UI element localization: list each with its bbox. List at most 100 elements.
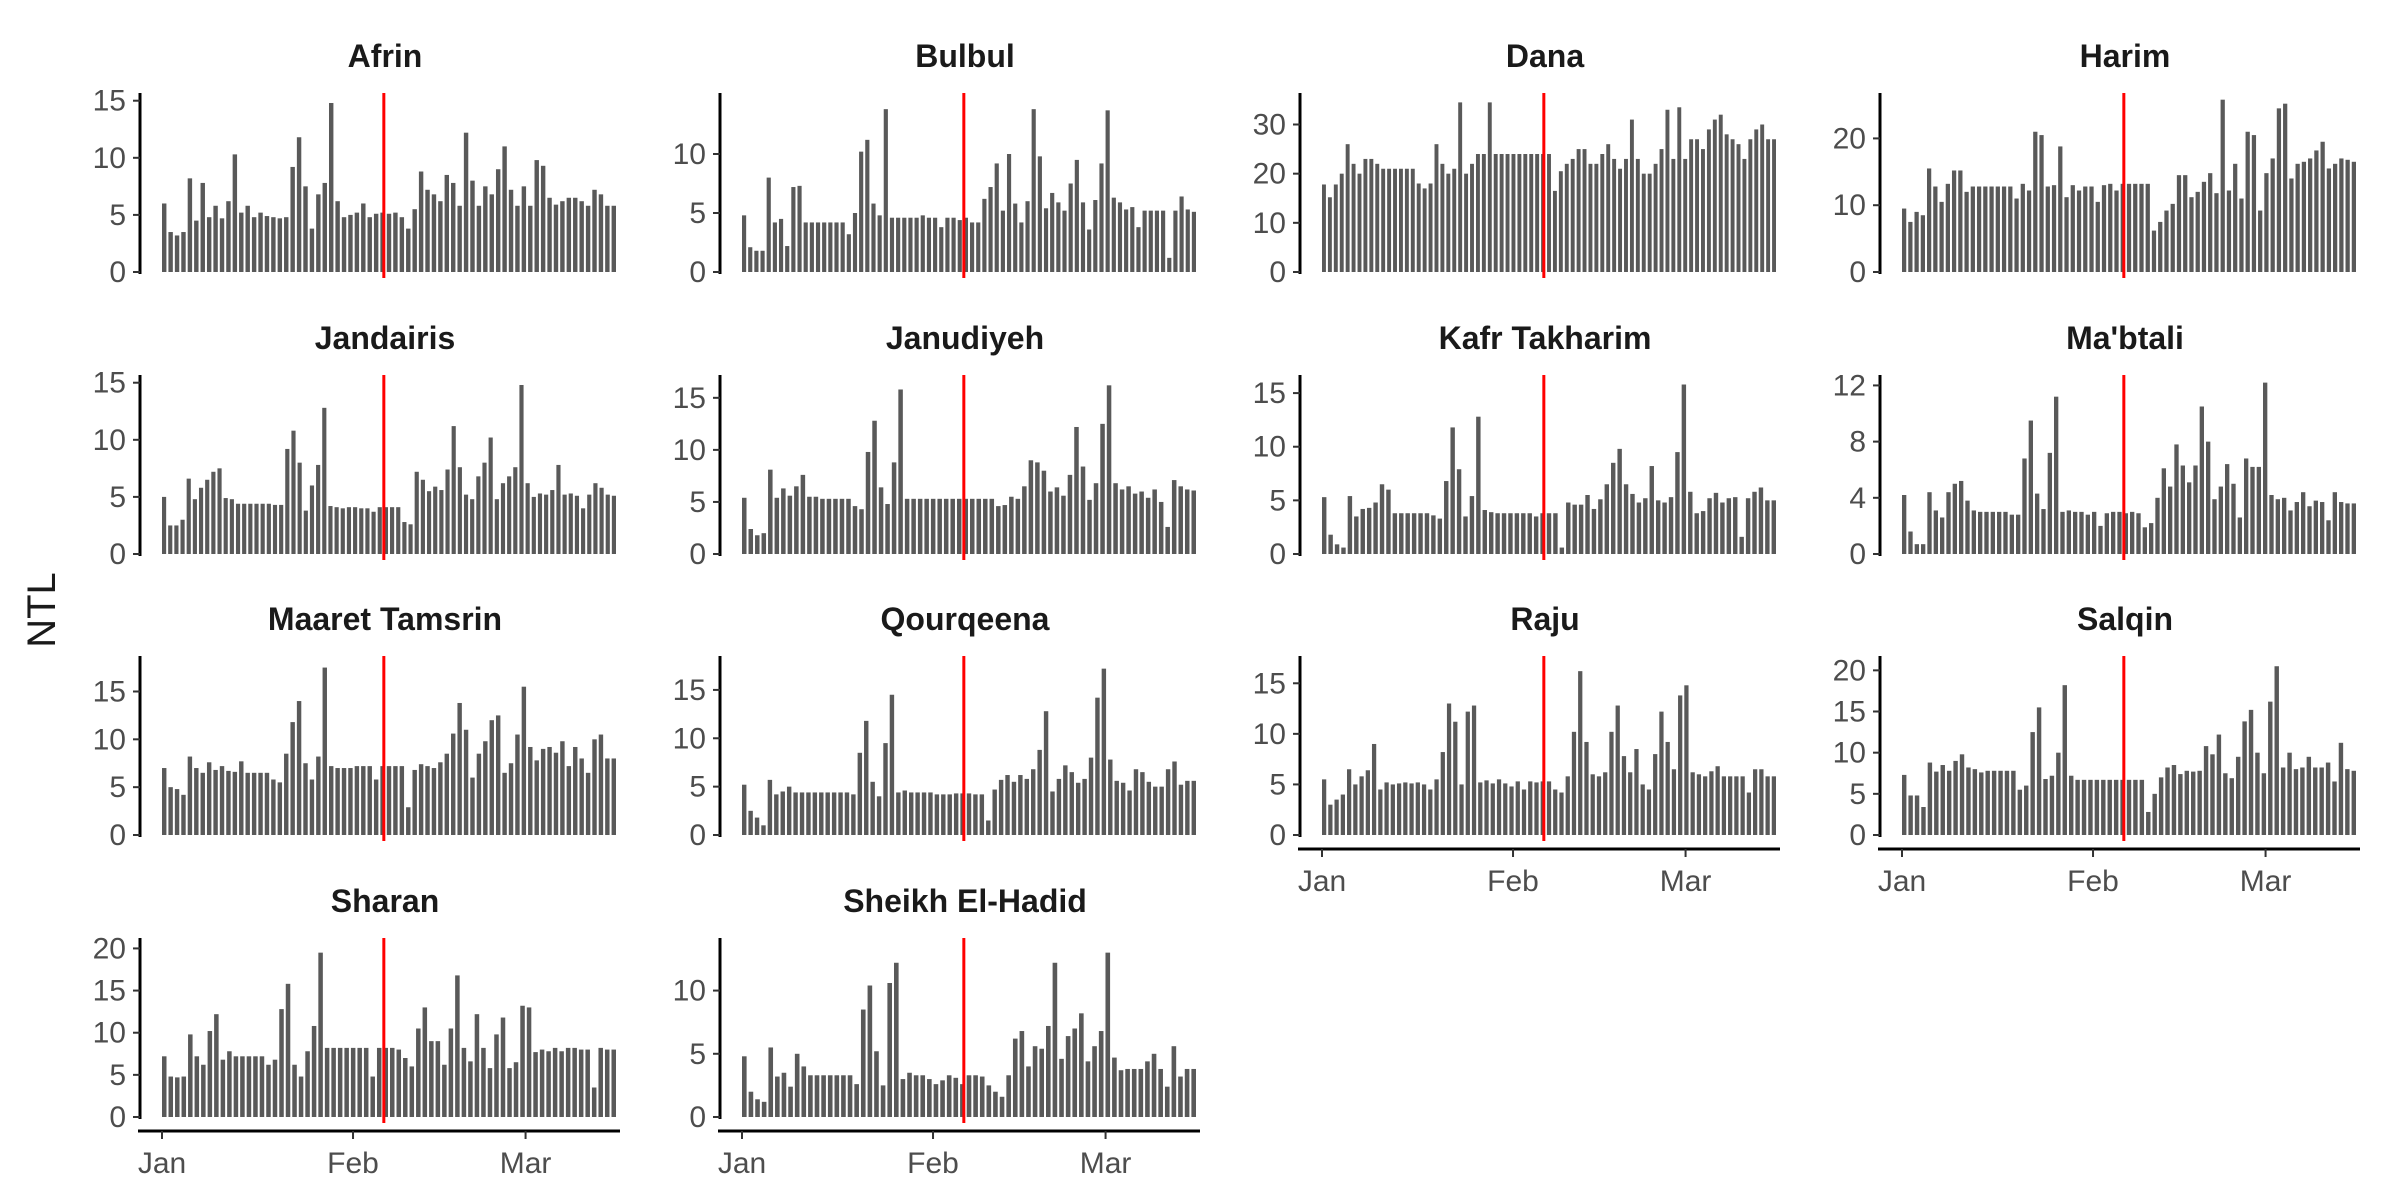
bar: [508, 763, 514, 835]
bar: [2045, 186, 2050, 272]
bar: [233, 1056, 239, 1117]
bar: [1173, 210, 1178, 272]
bar: [284, 217, 289, 272]
bar: [1421, 784, 1427, 835]
bar: [435, 1041, 441, 1117]
bar: [831, 792, 837, 835]
bar: [1647, 173, 1652, 272]
bar: [806, 792, 811, 835]
bar: [870, 781, 875, 835]
bar: [585, 772, 591, 835]
bar: [1991, 770, 1997, 835]
bar: [200, 182, 205, 272]
bar: [2088, 779, 2093, 835]
bar: [481, 1047, 486, 1117]
bar: [1469, 496, 1475, 554]
bar: [377, 507, 382, 554]
bar: [1108, 759, 1113, 835]
bar: [494, 499, 499, 554]
bar: [1553, 513, 1558, 554]
bar: [1565, 776, 1570, 835]
bar: [1018, 775, 1023, 835]
bar: [463, 729, 469, 835]
bar: [316, 194, 321, 272]
bar: [1578, 671, 1583, 835]
bar: [1471, 705, 1477, 835]
bar: [425, 766, 430, 835]
bar: [860, 1009, 866, 1117]
bar: [2210, 754, 2215, 835]
bar: [1464, 173, 1469, 272]
bar: [489, 720, 494, 835]
bar: [1495, 513, 1500, 554]
bar: [933, 1084, 939, 1117]
bar: [794, 486, 799, 554]
bar: [851, 794, 856, 835]
bar: [487, 1068, 493, 1117]
bar: [1765, 500, 1770, 554]
bar: [188, 1034, 193, 1117]
bar: [1369, 158, 1374, 272]
bar: [2158, 777, 2164, 835]
bar: [1371, 743, 1377, 835]
x-tick-label: Jan: [1878, 865, 1926, 898]
bar: [859, 509, 864, 554]
y-tick-label: 5: [1269, 768, 1286, 801]
bar: [291, 430, 296, 554]
bar: [2068, 775, 2074, 835]
bar: [383, 507, 388, 554]
bar: [1009, 496, 1014, 554]
bar: [2256, 466, 2261, 554]
bar: [2085, 514, 2090, 554]
bar: [227, 1051, 232, 1117]
bar: [348, 214, 353, 272]
bar: [1079, 1013, 1084, 1117]
y-tick-label: 0: [1849, 819, 1866, 852]
bar: [285, 983, 291, 1117]
panel-jandairis: Jandairis 0 5 10 15: [93, 320, 616, 571]
bar: [2043, 779, 2048, 835]
bar: [290, 166, 295, 272]
bar: [1572, 504, 1577, 554]
bar: [552, 1047, 558, 1117]
bar: [1675, 452, 1680, 554]
x-tick-label: Feb: [327, 1147, 379, 1180]
bar: [1499, 154, 1504, 272]
bar: [1971, 510, 1976, 554]
bar: [1470, 163, 1474, 272]
bar: [2117, 511, 2122, 554]
bar: [1184, 489, 1190, 554]
bar: [1739, 536, 1744, 554]
bar: [1012, 1038, 1018, 1117]
bar: [559, 1051, 564, 1117]
y-tick-label: 5: [1269, 484, 1286, 517]
bar: [396, 1049, 402, 1117]
bar: [2079, 511, 2084, 554]
bar: [1740, 776, 1745, 835]
bar: [2003, 511, 2008, 554]
bar: [915, 792, 920, 835]
bar: [1547, 154, 1551, 272]
bar: [2049, 775, 2055, 835]
y-tick-label: 0: [1269, 538, 1286, 571]
bar: [272, 1059, 278, 1117]
bar: [761, 1101, 767, 1117]
bar: [774, 497, 780, 554]
bar: [766, 177, 771, 272]
bar: [956, 498, 962, 554]
bar: [1720, 502, 1725, 554]
bar: [574, 495, 580, 554]
bar: [999, 1096, 1005, 1117]
bar: [1623, 484, 1629, 554]
bar: [983, 498, 988, 554]
bar: [854, 1084, 859, 1117]
y-tick-label: 10: [93, 142, 126, 175]
bar: [1031, 109, 1036, 272]
y-tick-label: 10: [673, 434, 706, 467]
bar: [1546, 513, 1552, 554]
bar: [162, 768, 167, 835]
bar: [1934, 771, 1939, 835]
y-tick-label: 15: [1253, 377, 1286, 410]
bar: [520, 1005, 525, 1117]
bar: [305, 1051, 310, 1117]
